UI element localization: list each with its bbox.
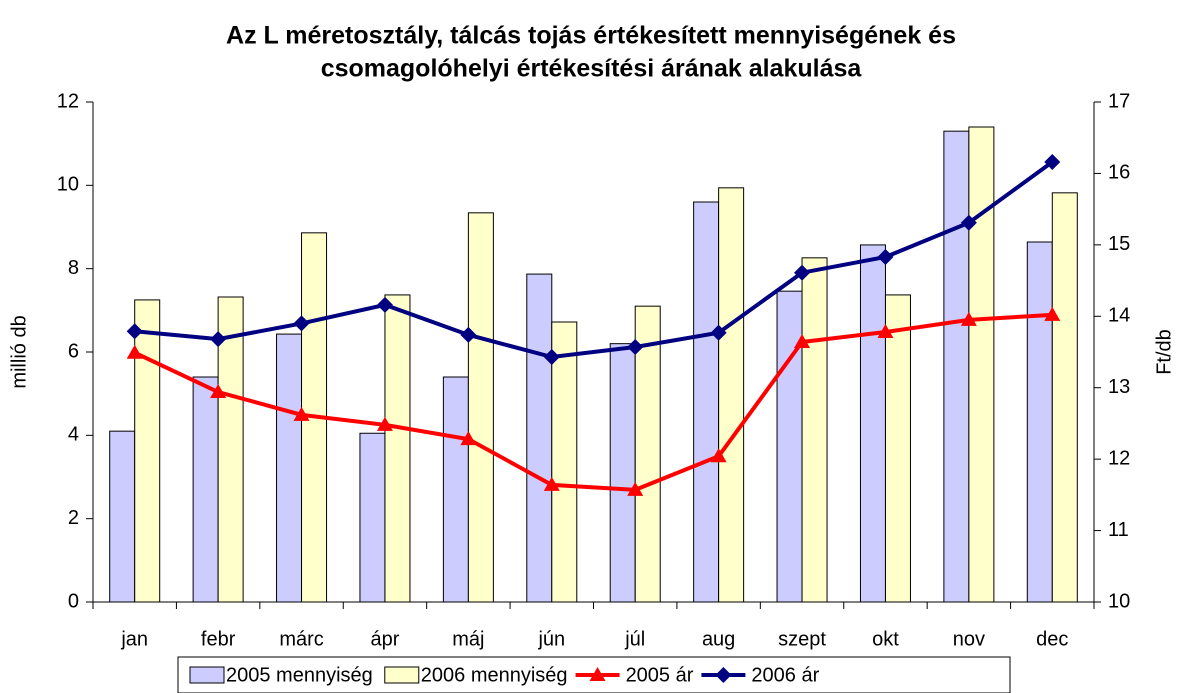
marker bbox=[960, 214, 977, 231]
x-tick-label: szept bbox=[778, 628, 826, 650]
marker bbox=[1044, 306, 1061, 321]
y-axis-label: millió db bbox=[8, 315, 30, 388]
y-tick-label: 12 bbox=[57, 90, 79, 112]
x-tick-label: okt bbox=[872, 628, 899, 650]
x-tick-label: jún bbox=[537, 628, 565, 650]
y-tick-label: 8 bbox=[68, 257, 79, 279]
line bbox=[134, 160, 1054, 360]
marker bbox=[293, 406, 310, 421]
marker bbox=[126, 344, 143, 359]
bar bbox=[693, 201, 720, 603]
x-tick-label: máj bbox=[452, 628, 484, 650]
marker bbox=[589, 667, 606, 681]
marker bbox=[627, 339, 644, 355]
x-tick-label: márc bbox=[279, 628, 323, 650]
marker bbox=[126, 323, 143, 340]
bar bbox=[109, 430, 136, 603]
bar bbox=[551, 321, 578, 603]
legend-label: 2006 ár bbox=[751, 664, 819, 686]
marker bbox=[293, 315, 310, 332]
y2-axis-label: Ft/db bbox=[1153, 329, 1175, 375]
y-tick-label: 0 bbox=[68, 590, 79, 612]
x-tick-label: nov bbox=[953, 628, 985, 650]
marker bbox=[543, 349, 560, 365]
bar bbox=[467, 212, 494, 603]
bar bbox=[968, 126, 995, 603]
marker bbox=[627, 481, 644, 496]
legend-swatch bbox=[384, 666, 420, 684]
marker bbox=[715, 667, 732, 683]
bar bbox=[1051, 192, 1078, 603]
bar bbox=[384, 294, 411, 603]
x-tick-label: aug bbox=[702, 628, 735, 650]
x-tick-label: dec bbox=[1036, 628, 1068, 650]
bar bbox=[217, 296, 244, 603]
x-tick-label: ápr bbox=[371, 628, 400, 650]
marker bbox=[877, 324, 894, 338]
x-tick-label: febr bbox=[201, 628, 236, 650]
marker bbox=[543, 476, 560, 491]
bar bbox=[943, 130, 970, 603]
bar bbox=[1026, 241, 1053, 603]
legend-label: 2006 mennyiség bbox=[421, 664, 568, 686]
x-tick-label: jan bbox=[120, 628, 148, 650]
bar bbox=[192, 376, 219, 603]
bar bbox=[859, 244, 886, 603]
chart-title: Az L méretosztály, tálcás tojás értékesí… bbox=[226, 22, 956, 50]
line bbox=[133, 312, 1053, 492]
bar bbox=[134, 299, 161, 603]
y2-tick-label: 17 bbox=[1108, 90, 1130, 112]
bar bbox=[526, 273, 553, 603]
marker bbox=[794, 264, 811, 281]
y2-tick-label: 16 bbox=[1108, 162, 1130, 184]
bar bbox=[718, 187, 745, 603]
legend-label: 2005 mennyiség bbox=[226, 664, 373, 686]
bar bbox=[276, 333, 303, 603]
y2-tick-label: 13 bbox=[1108, 376, 1130, 398]
marker bbox=[210, 331, 227, 348]
bar bbox=[359, 432, 386, 603]
x-tick-label: júl bbox=[624, 628, 645, 650]
marker bbox=[376, 416, 393, 431]
marker bbox=[960, 311, 977, 326]
marker bbox=[710, 448, 727, 463]
y-tick-label: 10 bbox=[57, 174, 79, 196]
y2-tick-label: 14 bbox=[1108, 305, 1130, 327]
y2-tick-label: 11 bbox=[1108, 519, 1129, 541]
marker bbox=[794, 334, 811, 348]
y-tick-label: 6 bbox=[68, 340, 79, 362]
y2-tick-label: 10 bbox=[1108, 590, 1130, 612]
y2-tick-label: 12 bbox=[1108, 447, 1130, 469]
y2-tick-label: 15 bbox=[1108, 233, 1130, 255]
legend-swatch bbox=[189, 666, 225, 684]
marker bbox=[210, 384, 227, 398]
bar bbox=[442, 376, 469, 603]
marker bbox=[710, 324, 727, 341]
marker bbox=[460, 326, 477, 343]
marker bbox=[1044, 154, 1061, 170]
bar bbox=[609, 343, 636, 603]
legend-label: 2005 ár bbox=[626, 664, 694, 686]
marker bbox=[460, 431, 477, 446]
bar bbox=[776, 290, 803, 603]
bar bbox=[884, 294, 911, 603]
marker bbox=[376, 296, 393, 313]
y-tick-label: 2 bbox=[68, 507, 79, 529]
bar bbox=[801, 257, 828, 603]
chart-title: csomagolóhelyi értékesítési árának alaku… bbox=[321, 55, 863, 83]
marker bbox=[877, 249, 894, 265]
y-tick-label: 4 bbox=[68, 424, 79, 446]
